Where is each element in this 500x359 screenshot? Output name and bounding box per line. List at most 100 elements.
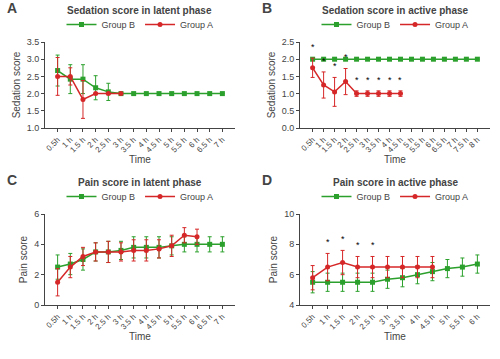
svg-text:1 h: 1 h bbox=[60, 312, 74, 326]
svg-text:Group A: Group A bbox=[180, 192, 213, 202]
svg-text:*: * bbox=[344, 52, 348, 62]
svg-text:6.5 h: 6.5 h bbox=[195, 135, 214, 154]
svg-text:6 h: 6 h bbox=[187, 135, 201, 149]
svg-text:3.5 h: 3.5 h bbox=[364, 135, 383, 154]
svg-text:*: * bbox=[326, 237, 330, 247]
svg-text:2 h: 2 h bbox=[86, 135, 100, 149]
svg-text:2.5 h: 2.5 h bbox=[94, 135, 113, 154]
svg-text:*: * bbox=[366, 75, 370, 85]
svg-text:3 h: 3 h bbox=[111, 135, 125, 149]
svg-text:1.0: 1.0 bbox=[282, 89, 295, 99]
svg-text:Group B: Group B bbox=[102, 192, 136, 202]
svg-text:2.5 h: 2.5 h bbox=[342, 135, 361, 154]
svg-text:*: * bbox=[355, 75, 359, 85]
svg-text:Group B: Group B bbox=[357, 20, 391, 30]
svg-text:5 h: 5 h bbox=[162, 135, 176, 149]
svg-text:2.0: 2.0 bbox=[282, 54, 295, 64]
svg-text:1 h: 1 h bbox=[314, 135, 328, 149]
svg-text:4.5 h: 4.5 h bbox=[386, 135, 405, 154]
svg-text:5.5 h: 5.5 h bbox=[448, 312, 467, 331]
svg-text:*: * bbox=[322, 56, 326, 66]
svg-text:*: * bbox=[377, 75, 381, 85]
svg-text:5.5 h: 5.5 h bbox=[170, 312, 189, 331]
svg-text:1.5 h: 1.5 h bbox=[68, 312, 87, 331]
svg-text:3.5 h: 3.5 h bbox=[388, 312, 407, 331]
svg-text:Sedation score in active phase: Sedation score in active phase bbox=[322, 5, 469, 16]
svg-text:5 h: 5 h bbox=[437, 312, 451, 326]
svg-text:Sedation score: Sedation score bbox=[266, 51, 277, 118]
svg-text:4: 4 bbox=[289, 300, 294, 310]
svg-text:1.5 h: 1.5 h bbox=[320, 135, 339, 154]
svg-text:2.5 h: 2.5 h bbox=[94, 312, 113, 331]
svg-text:D: D bbox=[262, 172, 272, 188]
svg-text:3.5 h: 3.5 h bbox=[119, 312, 138, 331]
svg-text:2: 2 bbox=[34, 270, 39, 280]
svg-text:1.0: 1.0 bbox=[27, 123, 40, 133]
svg-text:Pain score in latent phase: Pain score in latent phase bbox=[78, 177, 202, 188]
svg-text:5 h: 5 h bbox=[162, 312, 176, 326]
svg-text:Sedation score: Sedation score bbox=[11, 51, 22, 118]
svg-text:Group B: Group B bbox=[357, 192, 391, 202]
svg-text:1.5: 1.5 bbox=[282, 72, 295, 82]
svg-text:1 h: 1 h bbox=[60, 135, 74, 149]
svg-text:Pain score: Pain score bbox=[18, 235, 29, 283]
svg-text:Time: Time bbox=[384, 331, 406, 342]
svg-text:6.5 h: 6.5 h bbox=[195, 312, 214, 331]
svg-text:0.5h: 0.5h bbox=[44, 312, 61, 329]
svg-text:3 h: 3 h bbox=[358, 135, 372, 149]
svg-text:Time: Time bbox=[129, 154, 151, 165]
svg-text:1.5: 1.5 bbox=[27, 106, 40, 116]
svg-text:6: 6 bbox=[34, 209, 39, 219]
svg-text:2.5: 2.5 bbox=[27, 72, 40, 82]
svg-text:Time: Time bbox=[129, 331, 151, 342]
svg-text:4 h: 4 h bbox=[407, 312, 421, 326]
svg-text:4 h: 4 h bbox=[136, 312, 150, 326]
svg-text:1 h: 1 h bbox=[318, 312, 332, 326]
svg-text:3 h: 3 h bbox=[378, 312, 392, 326]
svg-text:4.5 h: 4.5 h bbox=[144, 312, 163, 331]
svg-text:*: * bbox=[356, 240, 360, 250]
svg-text:*: * bbox=[388, 75, 392, 85]
svg-text:5.5 h: 5.5 h bbox=[408, 135, 427, 154]
svg-text:2 h: 2 h bbox=[336, 135, 350, 149]
svg-text:4.5 h: 4.5 h bbox=[418, 312, 437, 331]
svg-text:0.0: 0.0 bbox=[282, 123, 295, 133]
svg-text:6 h: 6 h bbox=[187, 312, 201, 326]
svg-text:Group B: Group B bbox=[102, 20, 136, 30]
svg-text:*: * bbox=[311, 42, 315, 52]
svg-text:Sedation score in latent phase: Sedation score in latent phase bbox=[67, 5, 212, 16]
svg-text:6 h: 6 h bbox=[467, 312, 481, 326]
svg-text:10: 10 bbox=[284, 209, 294, 219]
svg-text:3.5 h: 3.5 h bbox=[119, 135, 138, 154]
svg-text:Group A: Group A bbox=[435, 192, 468, 202]
svg-text:*: * bbox=[371, 240, 375, 250]
svg-text:0.5h: 0.5h bbox=[44, 135, 61, 152]
svg-text:4 h: 4 h bbox=[380, 135, 394, 149]
svg-text:7 h: 7 h bbox=[212, 135, 226, 149]
svg-text:3 h: 3 h bbox=[111, 312, 125, 326]
svg-text:Group A: Group A bbox=[180, 20, 213, 30]
svg-text:3.0: 3.0 bbox=[27, 54, 40, 64]
svg-text:2 h: 2 h bbox=[348, 312, 362, 326]
svg-text:8: 8 bbox=[289, 239, 294, 249]
svg-text:4: 4 bbox=[34, 239, 39, 249]
svg-text:2.5: 2.5 bbox=[282, 37, 295, 47]
svg-text:A: A bbox=[7, 0, 17, 16]
svg-text:*: * bbox=[333, 61, 337, 71]
svg-text:2.0: 2.0 bbox=[27, 89, 40, 99]
svg-text:6: 6 bbox=[289, 270, 294, 280]
svg-text:Group A: Group A bbox=[435, 20, 468, 30]
svg-text:Pain score: Pain score bbox=[268, 235, 279, 283]
svg-text:B: B bbox=[262, 0, 272, 16]
svg-text:C: C bbox=[7, 172, 17, 188]
svg-text:5 h: 5 h bbox=[401, 135, 415, 149]
svg-text:*: * bbox=[398, 75, 402, 85]
svg-text:2 h: 2 h bbox=[86, 312, 100, 326]
svg-text:2.5 h: 2.5 h bbox=[358, 312, 377, 331]
svg-text:1.5 h: 1.5 h bbox=[68, 135, 87, 154]
svg-text:0: 0 bbox=[34, 300, 39, 310]
svg-text:3.5: 3.5 bbox=[27, 37, 40, 47]
svg-text:4 h: 4 h bbox=[136, 135, 150, 149]
svg-text:7.5 h: 7.5 h bbox=[452, 135, 471, 154]
svg-text:Pain score in active phase: Pain score in active phase bbox=[333, 177, 458, 188]
